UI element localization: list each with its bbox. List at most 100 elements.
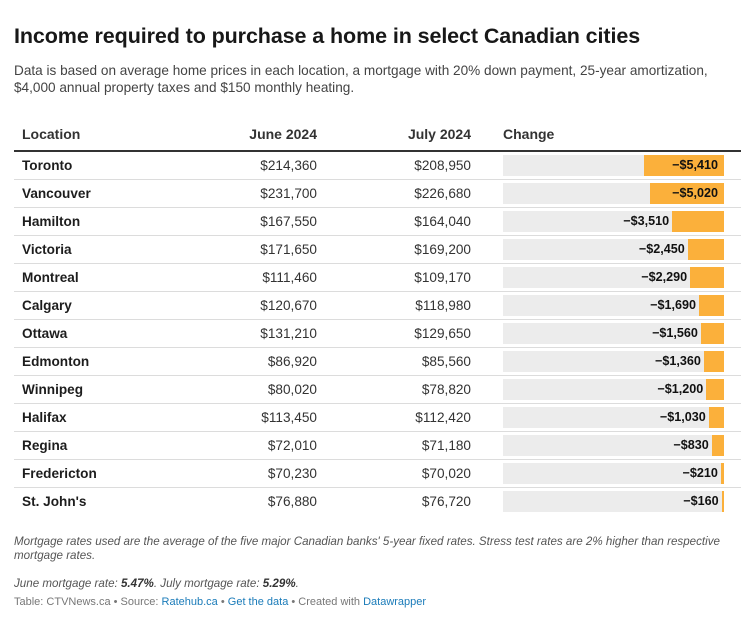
table-row: St. John's $76,880 $76,720 −$160 <box>14 488 741 516</box>
july-value-cell: $112,420 <box>317 403 471 432</box>
change-bar <box>711 435 724 456</box>
june-value-cell: $111,460 <box>164 263 317 292</box>
change-label: −$210 <box>682 466 718 480</box>
july-value-cell: $164,040 <box>317 207 471 236</box>
june-value-cell: $80,020 <box>164 375 317 404</box>
location-cell: Calgary <box>14 291 164 320</box>
change-label: −$1,690 <box>650 298 697 312</box>
july-value-cell: $109,170 <box>317 263 471 292</box>
location-cell: Regina <box>14 431 164 460</box>
table-row: Regina $72,010 $71,180 −$830 <box>14 431 741 460</box>
change-bar <box>687 239 724 260</box>
june-value-cell: $231,700 <box>164 179 317 208</box>
table-row: Victoria $171,650 $169,200 −$2,450 <box>14 235 741 264</box>
change-bar-track: −$5,020 <box>503 183 724 204</box>
june-value-cell: $131,210 <box>164 319 317 348</box>
table-header-row: Location June 2024 July 2024 Change <box>14 118 741 152</box>
change-label: −$5,020 <box>672 186 718 200</box>
location-cell: Ottawa <box>14 319 164 348</box>
table-row: Ottawa $131,210 $129,650 −$1,560 <box>14 319 741 348</box>
location-cell: Vancouver <box>14 179 164 208</box>
june-value-cell: $214,360 <box>164 151 317 180</box>
change-cell: −$2,450 <box>471 235 741 264</box>
change-cell: −$5,410 <box>471 151 741 180</box>
july-value-cell: $226,680 <box>317 179 471 208</box>
column-header-change[interactable]: Change <box>471 118 741 152</box>
change-bar-track: −$830 <box>503 435 724 456</box>
location-cell: Montreal <box>14 263 164 292</box>
july-value-cell: $118,980 <box>317 291 471 320</box>
location-cell: Victoria <box>14 235 164 264</box>
change-cell: −$1,030 <box>471 403 741 432</box>
june-rate-value: 5.47% <box>120 577 154 590</box>
change-label: −$2,450 <box>638 242 685 256</box>
footnote: Mortgage rates used are the average of t… <box>14 535 720 562</box>
datawrapper-link[interactable]: Datawrapper <box>363 596 427 608</box>
change-label: −$5,410 <box>672 158 718 172</box>
table-row: Hamilton $167,550 $164,040 −$3,510 <box>14 207 741 236</box>
july-rate-value: 5.29% <box>262 577 296 590</box>
table-body: Toronto $214,360 $208,950 −$5,410 Vancouver $… <box>14 151 741 515</box>
june-value-cell: $167,550 <box>164 207 317 236</box>
income-table: Location June 2024 July 2024 Change Toro… <box>14 118 741 515</box>
change-bar <box>672 211 724 232</box>
change-bar <box>721 491 724 512</box>
change-bar-track: −$1,560 <box>503 323 724 344</box>
change-label: −$1,030 <box>659 410 706 424</box>
table-row: Montreal $111,460 $109,170 −$2,290 <box>14 263 741 292</box>
change-cell: −$1,690 <box>471 291 741 320</box>
separator: • <box>217 596 228 608</box>
change-bar-track: −$3,510 <box>503 211 724 232</box>
june-value-cell: $70,230 <box>164 459 317 488</box>
table-row: Vancouver $231,700 $226,680 −$5,020 <box>14 179 741 208</box>
location-cell: Toronto <box>14 151 164 180</box>
column-header-june[interactable]: June 2024 <box>164 118 317 152</box>
change-label: −$1,200 <box>657 382 704 396</box>
june-value-cell: $86,920 <box>164 347 317 376</box>
july-value-cell: $76,720 <box>421 494 471 509</box>
change-bar-track: −$2,450 <box>503 239 724 260</box>
location-cell: Fredericton <box>14 459 164 488</box>
source-separator: • Source: <box>110 596 162 608</box>
change-label: −$2,290 <box>641 270 688 284</box>
july-value-cell: $70,020 <box>317 459 471 488</box>
change-cell: −$5,020 <box>471 179 741 208</box>
source-line: Table: CTVNews.ca • Source: Ratehub.ca •… <box>14 596 426 608</box>
location-cell: Halifax <box>14 403 164 432</box>
change-cell: −$1,200 <box>471 375 741 404</box>
table-row: Halifax $113,450 $112,420 −$1,030 <box>14 403 741 432</box>
column-header-location[interactable]: Location <box>14 118 164 152</box>
column-header-july[interactable]: July 2024 <box>317 118 471 152</box>
table-row: Winnipeg $80,020 $78,820 −$1,200 <box>14 375 741 404</box>
get-the-data-link[interactable]: Get the data <box>227 596 289 608</box>
change-label: −$1,560 <box>652 326 698 340</box>
change-bar <box>720 463 724 484</box>
july-value-cell: $85,560 <box>317 347 471 376</box>
change-bar <box>699 295 724 316</box>
table-row: Toronto $214,360 $208,950 −$5,410 <box>14 151 741 180</box>
change-bar-track: −$210 <box>503 463 724 484</box>
location-cell: St. John's <box>22 494 87 509</box>
mortgage-rates-note: June mortgage rate: 5.47%. July mortgage… <box>14 577 299 590</box>
change-label: −$3,510 <box>623 214 670 228</box>
june-value-cell: $171,650 <box>164 235 317 264</box>
change-cell: −$830 <box>471 431 741 460</box>
location-cell: Winnipeg <box>14 375 164 404</box>
july-value-cell: $71,180 <box>317 431 471 460</box>
table-row: Edmonton $86,920 $85,560 −$1,360 <box>14 347 741 376</box>
june-value-cell: $113,450 <box>164 403 317 432</box>
june-value-cell: $120,670 <box>164 291 317 320</box>
change-label: −$830 <box>673 438 709 452</box>
change-bar-track: −$160 <box>503 491 724 512</box>
change-bar <box>649 183 724 204</box>
change-label: −$160 <box>683 494 719 508</box>
change-bar <box>644 155 724 176</box>
change-bar <box>690 267 724 288</box>
change-bar-track: −$1,030 <box>503 407 724 428</box>
created-with-separator: • Created with <box>288 596 364 608</box>
change-bar-track: −$1,200 <box>503 379 724 400</box>
source-link[interactable]: Ratehub.ca <box>161 596 218 608</box>
chart-title: Income required to purchase a home in se… <box>14 24 641 48</box>
change-label: −$1,360 <box>655 354 701 368</box>
chart-subtitle: Data is based on average home prices in … <box>14 63 708 95</box>
